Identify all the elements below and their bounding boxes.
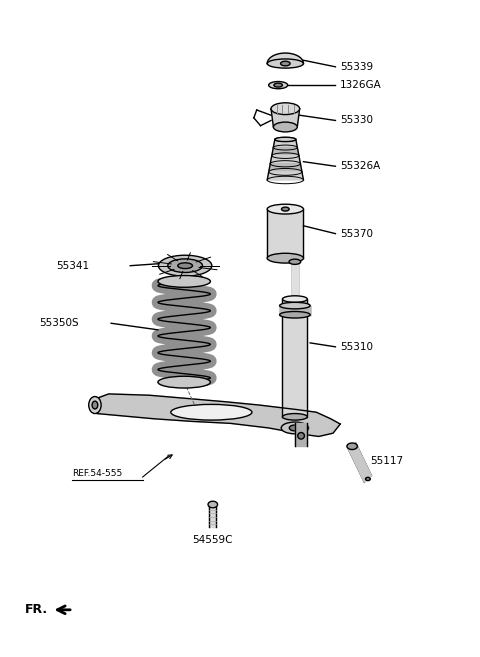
Ellipse shape [168, 259, 203, 273]
Text: REF.54-555: REF.54-555 [72, 469, 122, 478]
Ellipse shape [178, 263, 192, 269]
Ellipse shape [208, 501, 217, 508]
Ellipse shape [267, 204, 303, 214]
Polygon shape [273, 139, 298, 148]
Ellipse shape [271, 102, 300, 114]
Ellipse shape [269, 81, 288, 89]
Text: FR.: FR. [25, 603, 48, 616]
Ellipse shape [275, 137, 296, 142]
Polygon shape [267, 53, 303, 64]
Ellipse shape [282, 296, 307, 302]
Ellipse shape [171, 405, 252, 420]
Ellipse shape [365, 478, 370, 481]
Text: 55326A: 55326A [340, 161, 381, 171]
Ellipse shape [158, 275, 210, 287]
Polygon shape [295, 422, 307, 446]
Polygon shape [282, 299, 307, 417]
Text: 54559C: 54559C [192, 535, 233, 545]
Ellipse shape [281, 207, 289, 211]
Ellipse shape [158, 255, 212, 276]
Ellipse shape [267, 253, 303, 263]
Ellipse shape [281, 61, 290, 66]
Ellipse shape [158, 376, 210, 388]
Ellipse shape [89, 397, 101, 413]
Ellipse shape [282, 413, 307, 420]
Polygon shape [348, 443, 372, 482]
Text: 55330: 55330 [340, 116, 373, 125]
Text: 55370: 55370 [340, 229, 373, 238]
Polygon shape [267, 209, 303, 258]
Ellipse shape [289, 259, 301, 264]
Text: 55339: 55339 [340, 62, 373, 72]
Polygon shape [267, 172, 303, 180]
Ellipse shape [347, 443, 358, 449]
Polygon shape [272, 148, 299, 156]
Polygon shape [271, 108, 300, 127]
Ellipse shape [274, 83, 282, 87]
Ellipse shape [281, 422, 309, 434]
Polygon shape [270, 156, 300, 164]
Polygon shape [291, 264, 298, 299]
Ellipse shape [280, 311, 310, 318]
Text: 55341: 55341 [56, 261, 89, 271]
Ellipse shape [280, 302, 310, 309]
Polygon shape [209, 505, 216, 527]
Polygon shape [269, 164, 302, 172]
Text: 55350S: 55350S [39, 318, 79, 328]
Ellipse shape [289, 425, 300, 431]
Polygon shape [280, 306, 310, 315]
Ellipse shape [92, 401, 98, 409]
Ellipse shape [267, 59, 303, 68]
Polygon shape [90, 394, 340, 436]
Text: 55117: 55117 [370, 456, 403, 466]
Ellipse shape [298, 432, 304, 439]
Text: 1326GA: 1326GA [340, 80, 382, 90]
Ellipse shape [274, 122, 297, 132]
Text: 55310: 55310 [340, 342, 373, 351]
